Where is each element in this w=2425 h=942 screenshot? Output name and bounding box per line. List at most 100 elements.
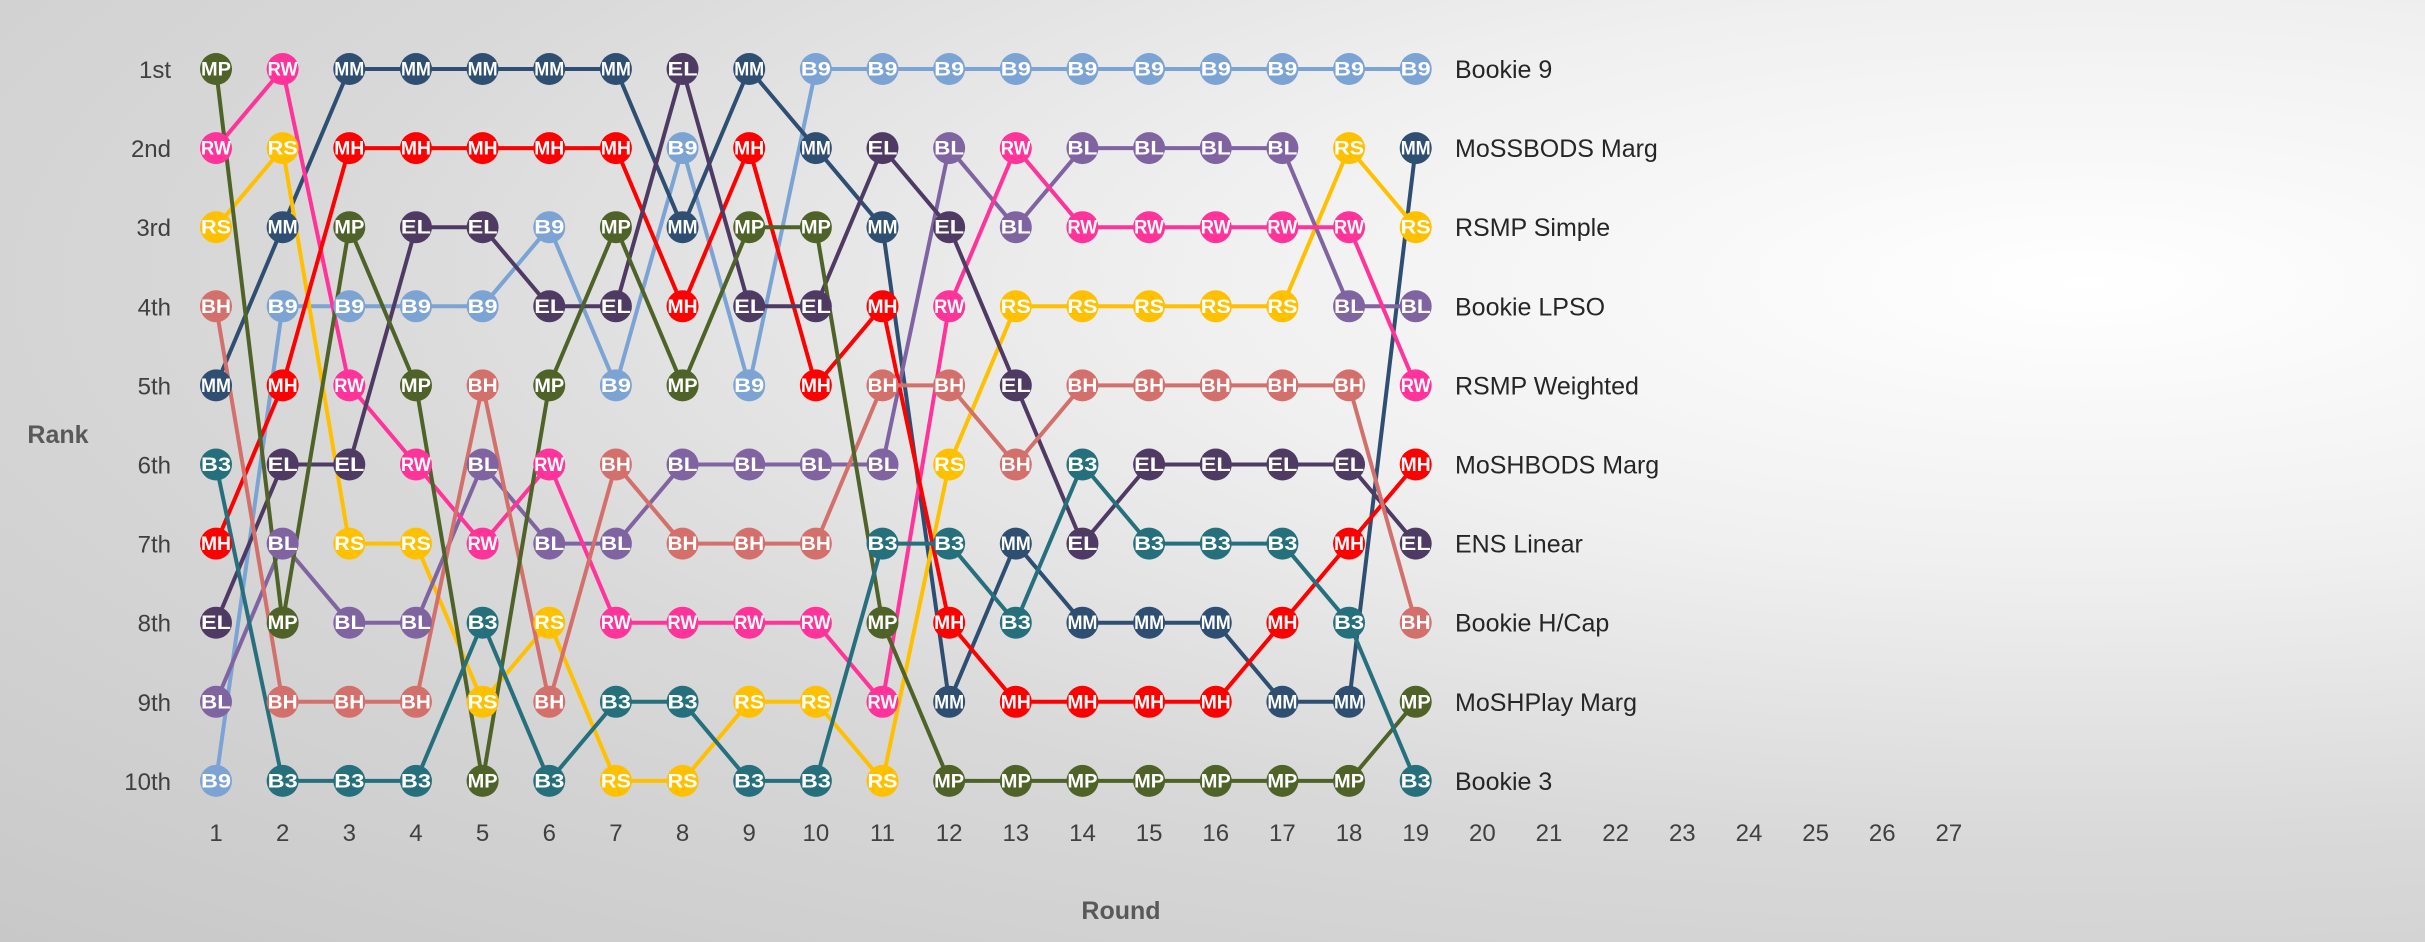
marker-label: B3 xyxy=(201,455,231,476)
marker-label: MH xyxy=(801,376,831,397)
marker-dot xyxy=(1266,685,1299,718)
marker-bh-round-6: BH xyxy=(533,685,566,718)
marker-dot xyxy=(333,369,366,402)
marker-el-round-4: EL xyxy=(399,211,432,244)
marker-dot xyxy=(1199,211,1232,244)
marker-rs-round-16: RS xyxy=(1199,290,1232,323)
marker-label: MH xyxy=(268,376,298,397)
marker-rw-round-10: RW xyxy=(799,606,832,639)
marker-el-round-2: EL xyxy=(266,448,299,481)
y-axis-title: Rank xyxy=(27,421,88,449)
marker-el-round-17: EL xyxy=(1266,448,1299,481)
marker-label: RW xyxy=(1001,139,1031,160)
marker-label: EL xyxy=(1067,534,1097,555)
x-tick-label: 2 xyxy=(276,820,289,847)
marker-bh-round-12: BH xyxy=(933,369,966,402)
marker-mp-round-16: MP xyxy=(1199,764,1232,797)
marker-b9-round-3: B9 xyxy=(333,290,366,323)
marker-label: MP xyxy=(1201,771,1231,792)
marker-label: BL xyxy=(1201,139,1231,160)
marker-rs-round-7: RS xyxy=(599,764,632,797)
marker-dot xyxy=(1199,290,1232,323)
x-tick-label: 16 xyxy=(1202,820,1229,847)
marker-label: RS xyxy=(801,692,831,713)
marker-label: RS xyxy=(468,692,498,713)
marker-bl-round-4: BL xyxy=(399,606,432,639)
marker-dot xyxy=(1399,685,1432,718)
marker-mh-round-3: MH xyxy=(333,132,366,165)
marker-el-round-15: EL xyxy=(1133,448,1166,481)
marker-b3-round-5: B3 xyxy=(466,606,499,639)
marker-mh-round-2: MH xyxy=(266,369,299,402)
marker-bh-round-14: BH xyxy=(1066,369,1099,402)
marker-bl-round-17: BL xyxy=(1266,132,1299,165)
marker-dot xyxy=(999,764,1032,797)
marker-label: RS xyxy=(1401,218,1431,239)
y-tick-label: 10th xyxy=(124,769,171,796)
marker-dot xyxy=(1066,290,1099,323)
marker-label: BL xyxy=(934,139,964,160)
marker-dot xyxy=(666,448,699,481)
marker-dot xyxy=(466,685,499,718)
marker-label: B9 xyxy=(668,139,698,160)
marker-dot xyxy=(866,132,899,165)
marker-dot xyxy=(999,369,1032,402)
marker-label: BL xyxy=(1067,139,1097,160)
marker-dot xyxy=(466,211,499,244)
marker-mm-round-8: MM xyxy=(666,211,699,244)
marker-label: BL xyxy=(468,455,498,476)
marker-mp-round-1: MP xyxy=(200,53,232,85)
marker-label: B9 xyxy=(268,297,298,318)
marker-label: MP xyxy=(201,60,231,81)
series-name-bh: Bookie H/Cap xyxy=(1455,610,1609,638)
marker-mm-round-17: MM xyxy=(1266,685,1299,718)
marker-dot xyxy=(733,764,766,797)
marker-label: RW xyxy=(401,455,431,476)
marker-mm-round-11: MM xyxy=(866,211,899,244)
marker-b3-round-19: B3 xyxy=(1399,764,1432,797)
marker-bl-round-3: BL xyxy=(333,606,366,639)
marker-dot xyxy=(866,685,899,718)
marker-label: B3 xyxy=(801,771,831,792)
marker-dot xyxy=(599,369,632,402)
marker-bl-round-15: BL xyxy=(1133,132,1166,165)
marker-mh-round-10: MH xyxy=(799,369,832,402)
marker-dot xyxy=(1133,369,1166,402)
marker-label: MH xyxy=(468,139,498,160)
marker-dot xyxy=(333,764,366,797)
marker-label: BL xyxy=(668,455,698,476)
marker-label: B3 xyxy=(401,771,431,792)
x-tick-label: 22 xyxy=(1602,820,1629,847)
marker-dot xyxy=(999,527,1032,560)
marker-b9-round-10: B9 xyxy=(799,53,832,85)
marker-label: MM xyxy=(868,218,898,239)
marker-label: RW xyxy=(268,60,298,81)
x-tick-label: 1 xyxy=(209,820,222,847)
marker-dot xyxy=(1133,290,1166,323)
marker-dot xyxy=(1133,606,1166,639)
marker-label: MP xyxy=(334,218,364,239)
marker-dot xyxy=(999,448,1032,481)
marker-mp-round-5: MP xyxy=(466,764,499,797)
marker-label: B3 xyxy=(1001,613,1031,634)
marker-dot xyxy=(266,527,299,560)
marker-rs-round-14: RS xyxy=(1066,290,1099,323)
marker-mm-round-10: MM xyxy=(799,132,832,165)
marker-label: MM xyxy=(1201,613,1231,634)
marker-label: RS xyxy=(601,771,631,792)
series-markers: B9 B9 B9 B9 B9 B9 B9 B9 B9 B9 B9 B9 B9 B9 B9 B9 B9 B9 B9 MM… xyxy=(200,53,1432,797)
marker-dot xyxy=(866,527,899,560)
marker-label: RS xyxy=(268,139,298,160)
marker-dot xyxy=(266,211,299,244)
marker-label: MP xyxy=(534,376,564,397)
marker-label: BL xyxy=(1001,218,1031,239)
marker-dot xyxy=(533,211,566,244)
marker-dot xyxy=(399,290,432,323)
marker-dot xyxy=(999,53,1032,85)
marker-dot xyxy=(200,764,232,797)
marker-rw-round-3: RW xyxy=(333,369,366,402)
marker-dot xyxy=(933,132,966,165)
marker-label: BL xyxy=(1334,297,1364,318)
marker-label: MM xyxy=(601,60,631,81)
marker-label: B9 xyxy=(601,376,631,397)
